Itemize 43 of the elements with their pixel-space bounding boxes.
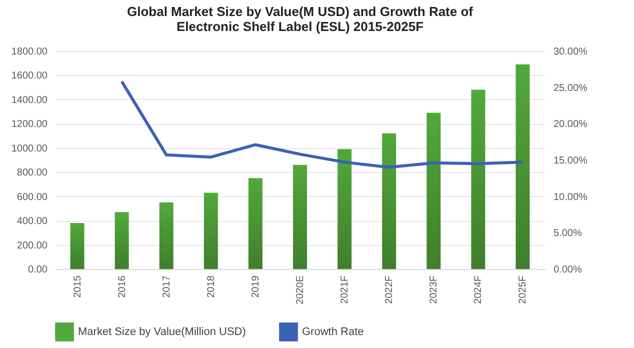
y-tick-label: 1400.00 xyxy=(11,94,48,106)
x-tick-label: 2023F xyxy=(428,276,440,304)
y-tick-label: 400.00 xyxy=(16,216,48,228)
bar xyxy=(382,133,396,269)
y2-tick-label: 10.00% xyxy=(554,192,588,203)
bar xyxy=(114,212,129,269)
bar xyxy=(426,112,441,269)
x-tick-label: 2018 xyxy=(206,275,217,298)
y2-tick-label: 25.00% xyxy=(554,82,588,94)
bar xyxy=(471,90,486,269)
x-tick-label: 2015 xyxy=(72,275,84,298)
bar xyxy=(204,192,218,269)
bar xyxy=(516,64,530,269)
x-tick-label: 2017 xyxy=(161,275,172,298)
y2-tick-label: 20.00% xyxy=(554,119,588,130)
bar xyxy=(159,202,174,269)
y2-tick-label: 15.00% xyxy=(554,156,588,166)
chart-title: Global Market Size by Value(M USD) and Growth Rate of Electronic Shelf Label (ESL) 2015-2025F xyxy=(127,4,474,34)
x-tick-label: 2020E xyxy=(295,275,306,304)
y-tick-label: 1600.00 xyxy=(11,70,48,82)
x-tick-label: 2019 xyxy=(250,275,262,298)
x-tick-label: 2022F xyxy=(384,276,396,304)
bar xyxy=(248,178,262,269)
y-tick-label: 600.00 xyxy=(16,192,48,203)
y-tick-label: 1200.00 xyxy=(11,119,48,130)
y2-tick-label: 30.00% xyxy=(554,46,588,58)
y-tick-label: 0.00 xyxy=(28,264,48,276)
y2-tick-label: 5.00% xyxy=(554,228,582,240)
legend-label: Market Size by Value(Million USD) xyxy=(78,326,246,338)
y2-tick-label: 0.00% xyxy=(554,264,582,276)
y-tick-label: 800.00 xyxy=(16,168,48,179)
legend-label: Growth Rate xyxy=(302,326,364,338)
x-tick-label: 2016 xyxy=(116,275,128,298)
y-tick-label: 1800.00 xyxy=(11,46,48,58)
y-tick-label: 1000.00 xyxy=(11,143,48,154)
x-tick-label: 2025F xyxy=(518,276,529,304)
x-tick-label: 2021F xyxy=(340,276,351,304)
line-series xyxy=(120,80,524,169)
x-tick-label: 2024F xyxy=(473,276,484,304)
bar xyxy=(70,222,84,269)
y-tick-label: 200.00 xyxy=(16,240,48,252)
bar xyxy=(338,149,352,269)
bar xyxy=(293,164,307,269)
